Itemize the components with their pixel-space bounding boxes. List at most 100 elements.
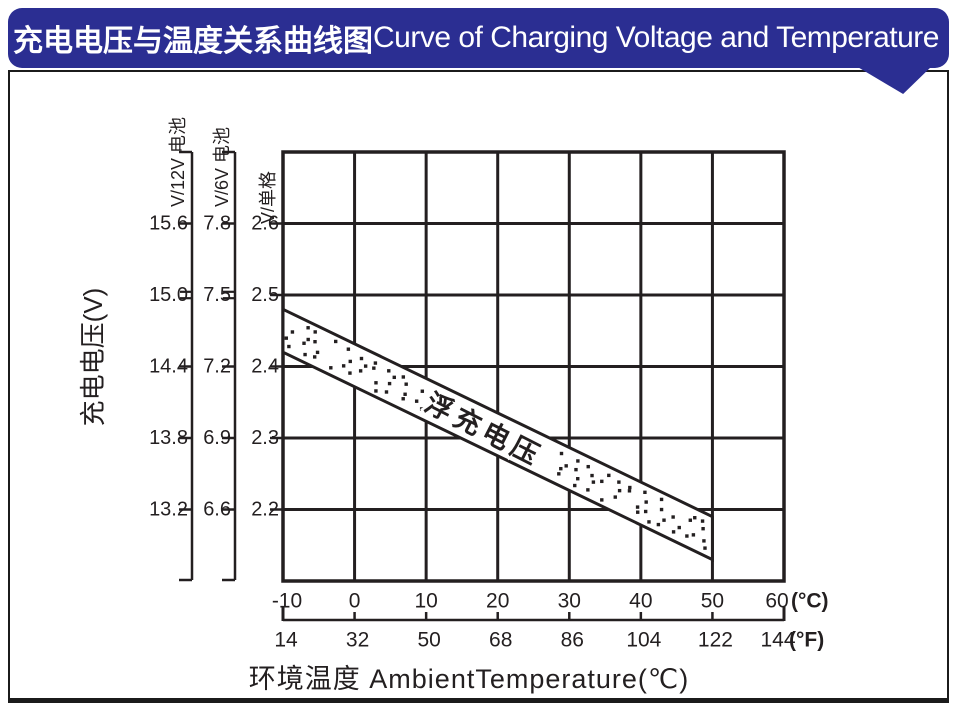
band-dot [600, 479, 604, 484]
band-dot [348, 359, 352, 364]
band-dot [303, 352, 307, 357]
x-tick-celsius: 20 [486, 590, 509, 613]
svg-text:2.6: 2.6 [251, 213, 279, 235]
band-dot [590, 473, 594, 478]
band-dot [701, 527, 705, 531]
band-dot [656, 522, 661, 527]
svg-text:14.4: 14.4 [149, 356, 188, 378]
band-dot [557, 472, 561, 476]
band-dot [315, 350, 320, 355]
band-dot [644, 500, 648, 504]
band-dot [617, 488, 622, 493]
band-dot [559, 466, 563, 471]
x-tick-fahrenheit: 14 [274, 629, 298, 652]
band-dot [374, 381, 378, 385]
x-tick-fahrenheit: 86 [561, 629, 584, 652]
x-unit-fahrenheit: (°F) [789, 629, 824, 652]
x-tick-celsius: 30 [558, 590, 581, 613]
y-scale-name-0: V/12V 电池 [168, 117, 188, 207]
band-dot [691, 533, 696, 537]
band-dot [677, 525, 681, 530]
title-banner: 充电电压与温度关系曲线图 Curve of Charging Voltage an… [8, 8, 949, 68]
band-dot [628, 485, 632, 490]
y-scale-axis-0: 15.6 15.0 14.4 13.8 13.2 V/12V 电池 [149, 117, 194, 582]
band-dot [693, 516, 697, 520]
band-dot [702, 539, 706, 543]
band-dot [313, 340, 317, 344]
band-dot [312, 355, 317, 359]
svg-text:7.8: 7.8 [203, 213, 231, 235]
band-dot [348, 371, 352, 375]
svg-text:2.4: 2.4 [251, 356, 279, 378]
band-dot [341, 364, 346, 368]
svg-text:15.0: 15.0 [149, 284, 188, 306]
x-tick-celsius: 0 [349, 590, 361, 613]
band-dot [387, 381, 392, 386]
band-dot [384, 390, 389, 394]
band-dot [574, 467, 578, 472]
band-dot [363, 364, 368, 368]
band-dot [302, 341, 306, 345]
band-dot [643, 509, 648, 514]
banner-title-zh: 充电电压与温度关系曲线图 [13, 25, 373, 58]
svg-text:15.6: 15.6 [149, 213, 188, 235]
band-dot [671, 515, 675, 519]
band-dot [613, 495, 617, 499]
band-dot [573, 483, 577, 488]
band-dot [374, 389, 378, 393]
band-dot [647, 520, 651, 524]
svg-text:7.5: 7.5 [203, 284, 231, 306]
band-dot [419, 407, 424, 411]
x-tick-fahrenheit: 68 [489, 629, 512, 652]
banner-title-en: Curve of Charging Voltage and Temperatur… [373, 21, 939, 54]
y-scale-axis-2: 2.6 2.5 2.4 2.3 2.2 V/单格 [251, 171, 283, 521]
band-dot [559, 451, 564, 456]
x-axis-title: 环境温度 AmbientTemperature(℃) [248, 664, 690, 694]
x-tick-celsius: 60 [765, 590, 788, 613]
band-dot [334, 339, 338, 344]
y-scale-name-2: V/单格 [258, 171, 278, 224]
band-dot [627, 489, 632, 493]
svg-text:2.5: 2.5 [251, 284, 279, 306]
band-dot [576, 459, 580, 463]
band-dot [671, 530, 676, 534]
svg-text:2.2: 2.2 [251, 499, 279, 521]
band-dot [414, 399, 419, 403]
x-tick-fahrenheit: 144 [760, 629, 795, 652]
band-dot [387, 369, 391, 373]
svg-text:7.2: 7.2 [203, 356, 231, 378]
band-dot [635, 505, 640, 509]
band-dot [659, 497, 664, 502]
x-tick-fahrenheit: 50 [417, 629, 440, 652]
band-dot [700, 519, 705, 523]
band-dot [372, 366, 376, 370]
band-dot [329, 366, 333, 370]
band-dot [306, 326, 310, 330]
x-axis: -10 0 10 20 30 40 50 60 (°C) 14 32 50 68 86 104 122 144(… [272, 590, 829, 652]
x-tick-celsius: -10 [272, 590, 302, 613]
svg-text:2.3: 2.3 [251, 427, 279, 449]
band-dot [313, 330, 317, 334]
band-dot [662, 518, 666, 522]
band-dot [401, 397, 405, 401]
band-dot [688, 518, 693, 522]
band-dot [564, 464, 568, 468]
x-unit-celsius: (°C) [791, 590, 829, 613]
y-scale-axis-1: 7.8 7.5 7.2 6.9 6.6 V/6V 电池 [203, 127, 237, 582]
x-tick-celsius: 50 [701, 590, 724, 613]
band-dot [420, 389, 425, 393]
x-tick-fahrenheit: 32 [346, 629, 369, 652]
x-tick-celsius: 40 [629, 590, 652, 613]
band-dot [359, 356, 364, 361]
x-tick-celsius: 10 [414, 590, 437, 613]
svg-text:6.9: 6.9 [203, 427, 231, 449]
band-dot [284, 336, 288, 340]
y-scale-name-1: V/6V 电池 [212, 127, 232, 207]
band-dot [659, 507, 664, 512]
chart-frame [8, 70, 949, 703]
band-dot [617, 480, 621, 484]
band-dot [392, 375, 396, 380]
band-dot [607, 473, 611, 478]
band-dot [591, 480, 596, 484]
